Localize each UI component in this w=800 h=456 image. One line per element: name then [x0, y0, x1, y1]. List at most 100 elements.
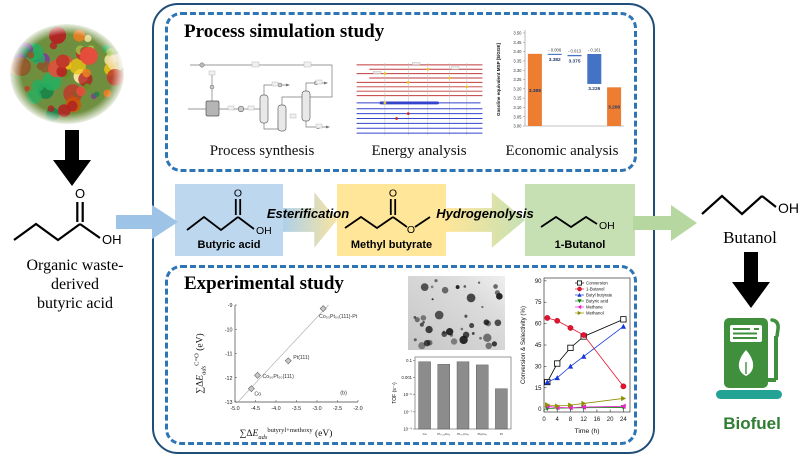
svg-text:Pt: Pt [500, 432, 503, 436]
svg-text:3.20: 3.20 [513, 86, 522, 91]
svg-text:-11: -11 [225, 352, 232, 358]
carbonyl-o-label: O [234, 188, 242, 200]
hydroxyl-label: OH [256, 225, 272, 237]
svg-text:0: 0 [542, 417, 546, 423]
svg-text:0.001: 0.001 [402, 375, 413, 380]
svg-text:- 0.161: - 0.161 [588, 48, 602, 53]
svg-text:10⁻⁹: 10⁻⁹ [403, 427, 412, 432]
svg-text:4: 4 [556, 417, 560, 423]
svg-text:Co₅₀Pt₅₀(111): Co₅₀Pt₅₀(111) [263, 374, 295, 380]
process-flowsheet [182, 53, 340, 137]
economic-analysis-chart: 3.00 3.05 3.10 3.15 3.20 3.25 3.30 3.35 3.40 3.45… [494, 25, 630, 141]
svg-text:Co: Co [254, 392, 261, 398]
heat-exchanger-network [352, 59, 488, 139]
carbonyl-o-label: O [75, 186, 85, 201]
kinetics-chart-svg: 0 4 8 12 16 20 24 0 15 30 45 60 75 90 Time (h) Conversi… [520, 277, 631, 435]
svg-text:3.05: 3.05 [513, 114, 522, 119]
flowsheet-drawing [188, 61, 333, 132]
svg-text:3.50: 3.50 [513, 31, 522, 36]
svg-text:Time (h): Time (h) [574, 428, 599, 435]
tof-bar-chart: 0.1 0.001 10⁻⁵ 10⁻⁷ 10⁻⁹ TOF (s⁻¹) Co Pt₀.₂₅Co₃… [389, 353, 517, 445]
svg-text:-5.0: -5.0 [230, 406, 239, 412]
right-arrow-blue-icon [116, 205, 178, 239]
svg-text:20: 20 [607, 417, 614, 423]
svg-text:3.388: 3.388 [529, 88, 541, 94]
feed-arrow-blue [116, 202, 178, 242]
svg-text:-4.0: -4.0 [271, 406, 280, 412]
svg-text:8: 8 [569, 417, 573, 423]
experimental-panel: Experimental study ∑ΔEadsC=O (eV) -5.0 -4… [165, 265, 637, 445]
svg-text:- 0.006: - 0.006 [548, 47, 562, 52]
svg-text:16: 16 [594, 417, 601, 423]
fuel-pump-icon [716, 318, 782, 399]
svg-text:Conversion & Selectivity (%): Conversion & Selectivity (%) [520, 306, 527, 384]
process-simulation-panel: Process simulation study [165, 12, 637, 172]
down-arrow-icon [732, 252, 770, 308]
source-caption-line: butyric acid [37, 295, 113, 313]
svg-text:Methane: Methane [586, 305, 603, 310]
svg-text:3.40: 3.40 [513, 49, 522, 54]
caption-economic-analysis: Economic analysis [505, 143, 619, 159]
svg-text:0: 0 [538, 407, 542, 413]
butanol-structure-right: OH [698, 180, 800, 228]
biofuel-label: Biofuel [723, 414, 781, 433]
svg-text:3.25: 3.25 [513, 77, 522, 82]
svg-text:3.45: 3.45 [513, 40, 522, 45]
svg-text:60: 60 [535, 322, 542, 328]
hydroxyl-label: OH [599, 220, 615, 232]
svg-text:Pt₀.₂₅Co₃: Pt₀.₂₅Co₃ [437, 432, 450, 436]
svg-text:24: 24 [620, 417, 627, 423]
svg-text:-10: -10 [225, 327, 233, 333]
source-caption-line: Organic waste- [26, 257, 124, 274]
svg-text:-2.5: -2.5 [333, 406, 342, 412]
carbonyl-o-label: O [388, 188, 396, 200]
down-arrow-left [52, 130, 92, 186]
scatter-ylabel: ∑ΔEadsC=O (eV) [193, 333, 208, 394]
energy-analysis-drawing [356, 62, 483, 136]
scatter-xlabel: ∑ΔEadsbutyryl+methoxy (eV) [239, 427, 333, 442]
svg-text:3.15: 3.15 [513, 96, 522, 101]
svg-text:3.208: 3.208 [608, 105, 620, 111]
svg-text:-3.0: -3.0 [312, 406, 321, 412]
svg-text:75: 75 [535, 300, 542, 306]
svg-text:Conversion: Conversion [586, 281, 608, 286]
butyric-acid-structure-small: O OH [186, 188, 272, 237]
scatter-chart-svg: -5.0 -4.5 -4.0 -3.5 -3.0 -2.5 -2.0 -9 -10 -11 -12 -… [225, 303, 363, 412]
svg-text:3.10: 3.10 [513, 105, 522, 110]
step-label: Methyl butyrate [350, 239, 433, 251]
dft-scatter-plot: ∑ΔEadsC=O (eV) -5.0 -4.5 -4.0 -3.5 -3.0 -2.5-… [190, 301, 368, 447]
svg-text:Butyric acid: Butyric acid [586, 299, 609, 304]
svg-text:-13: -13 [225, 400, 233, 406]
svg-text:-12: -12 [225, 376, 233, 382]
svg-text:-2.0: -2.0 [353, 406, 362, 412]
svg-text:15: 15 [535, 386, 542, 392]
svg-text:Gasoline equivalent MSP [$/GGE: Gasoline equivalent MSP [$/GGE] [496, 43, 501, 116]
svg-text:- 0.013: - 0.013 [568, 48, 582, 53]
experimental-title: Experimental study [184, 273, 344, 294]
svg-text:(b): (b) [340, 391, 347, 397]
caption-energy-analysis: Energy analysis [371, 143, 467, 159]
svg-text:-9: -9 [228, 303, 233, 309]
butanol-structure-drawing: OH [701, 194, 799, 216]
step-methyl-butyrate: O O Methyl butyrate [337, 184, 446, 256]
methyl-butyrate-structure-small: O O [343, 188, 430, 236]
svg-text:Methanol: Methanol [586, 311, 604, 316]
svg-text:Pt₁Co₃: Pt₁Co₃ [478, 432, 488, 436]
step-label: Butyric acid [197, 239, 261, 251]
svg-text:3.375: 3.375 [568, 58, 580, 64]
tem-image [408, 276, 505, 350]
svg-text:3.382: 3.382 [549, 57, 561, 63]
organic-waste-photo [8, 22, 126, 126]
svg-text:12: 12 [580, 417, 587, 423]
svg-text:45: 45 [535, 343, 542, 349]
svg-text:1-Butanol: 1-Butanol [586, 287, 604, 292]
svg-text:3.00: 3.00 [513, 124, 522, 129]
economic-chart-svg: 3.00 3.05 3.10 3.15 3.20 3.25 3.30 3.35 3.40 3.45… [496, 30, 624, 129]
svg-text:10⁻⁷: 10⁻⁷ [404, 409, 413, 414]
step-label: 1-Butanol [554, 239, 606, 251]
tof-chart-svg: 0.1 0.001 10⁻⁵ 10⁻⁷ 10⁻⁹ TOF (s⁻¹) Co Pt₀.₂₅Co₃… [392, 356, 512, 436]
butyric-acid-structure-left: O OH [8, 186, 126, 250]
down-arrow-right [730, 252, 772, 308]
source-caption: Organic waste- derived butyric acid [0, 256, 150, 314]
